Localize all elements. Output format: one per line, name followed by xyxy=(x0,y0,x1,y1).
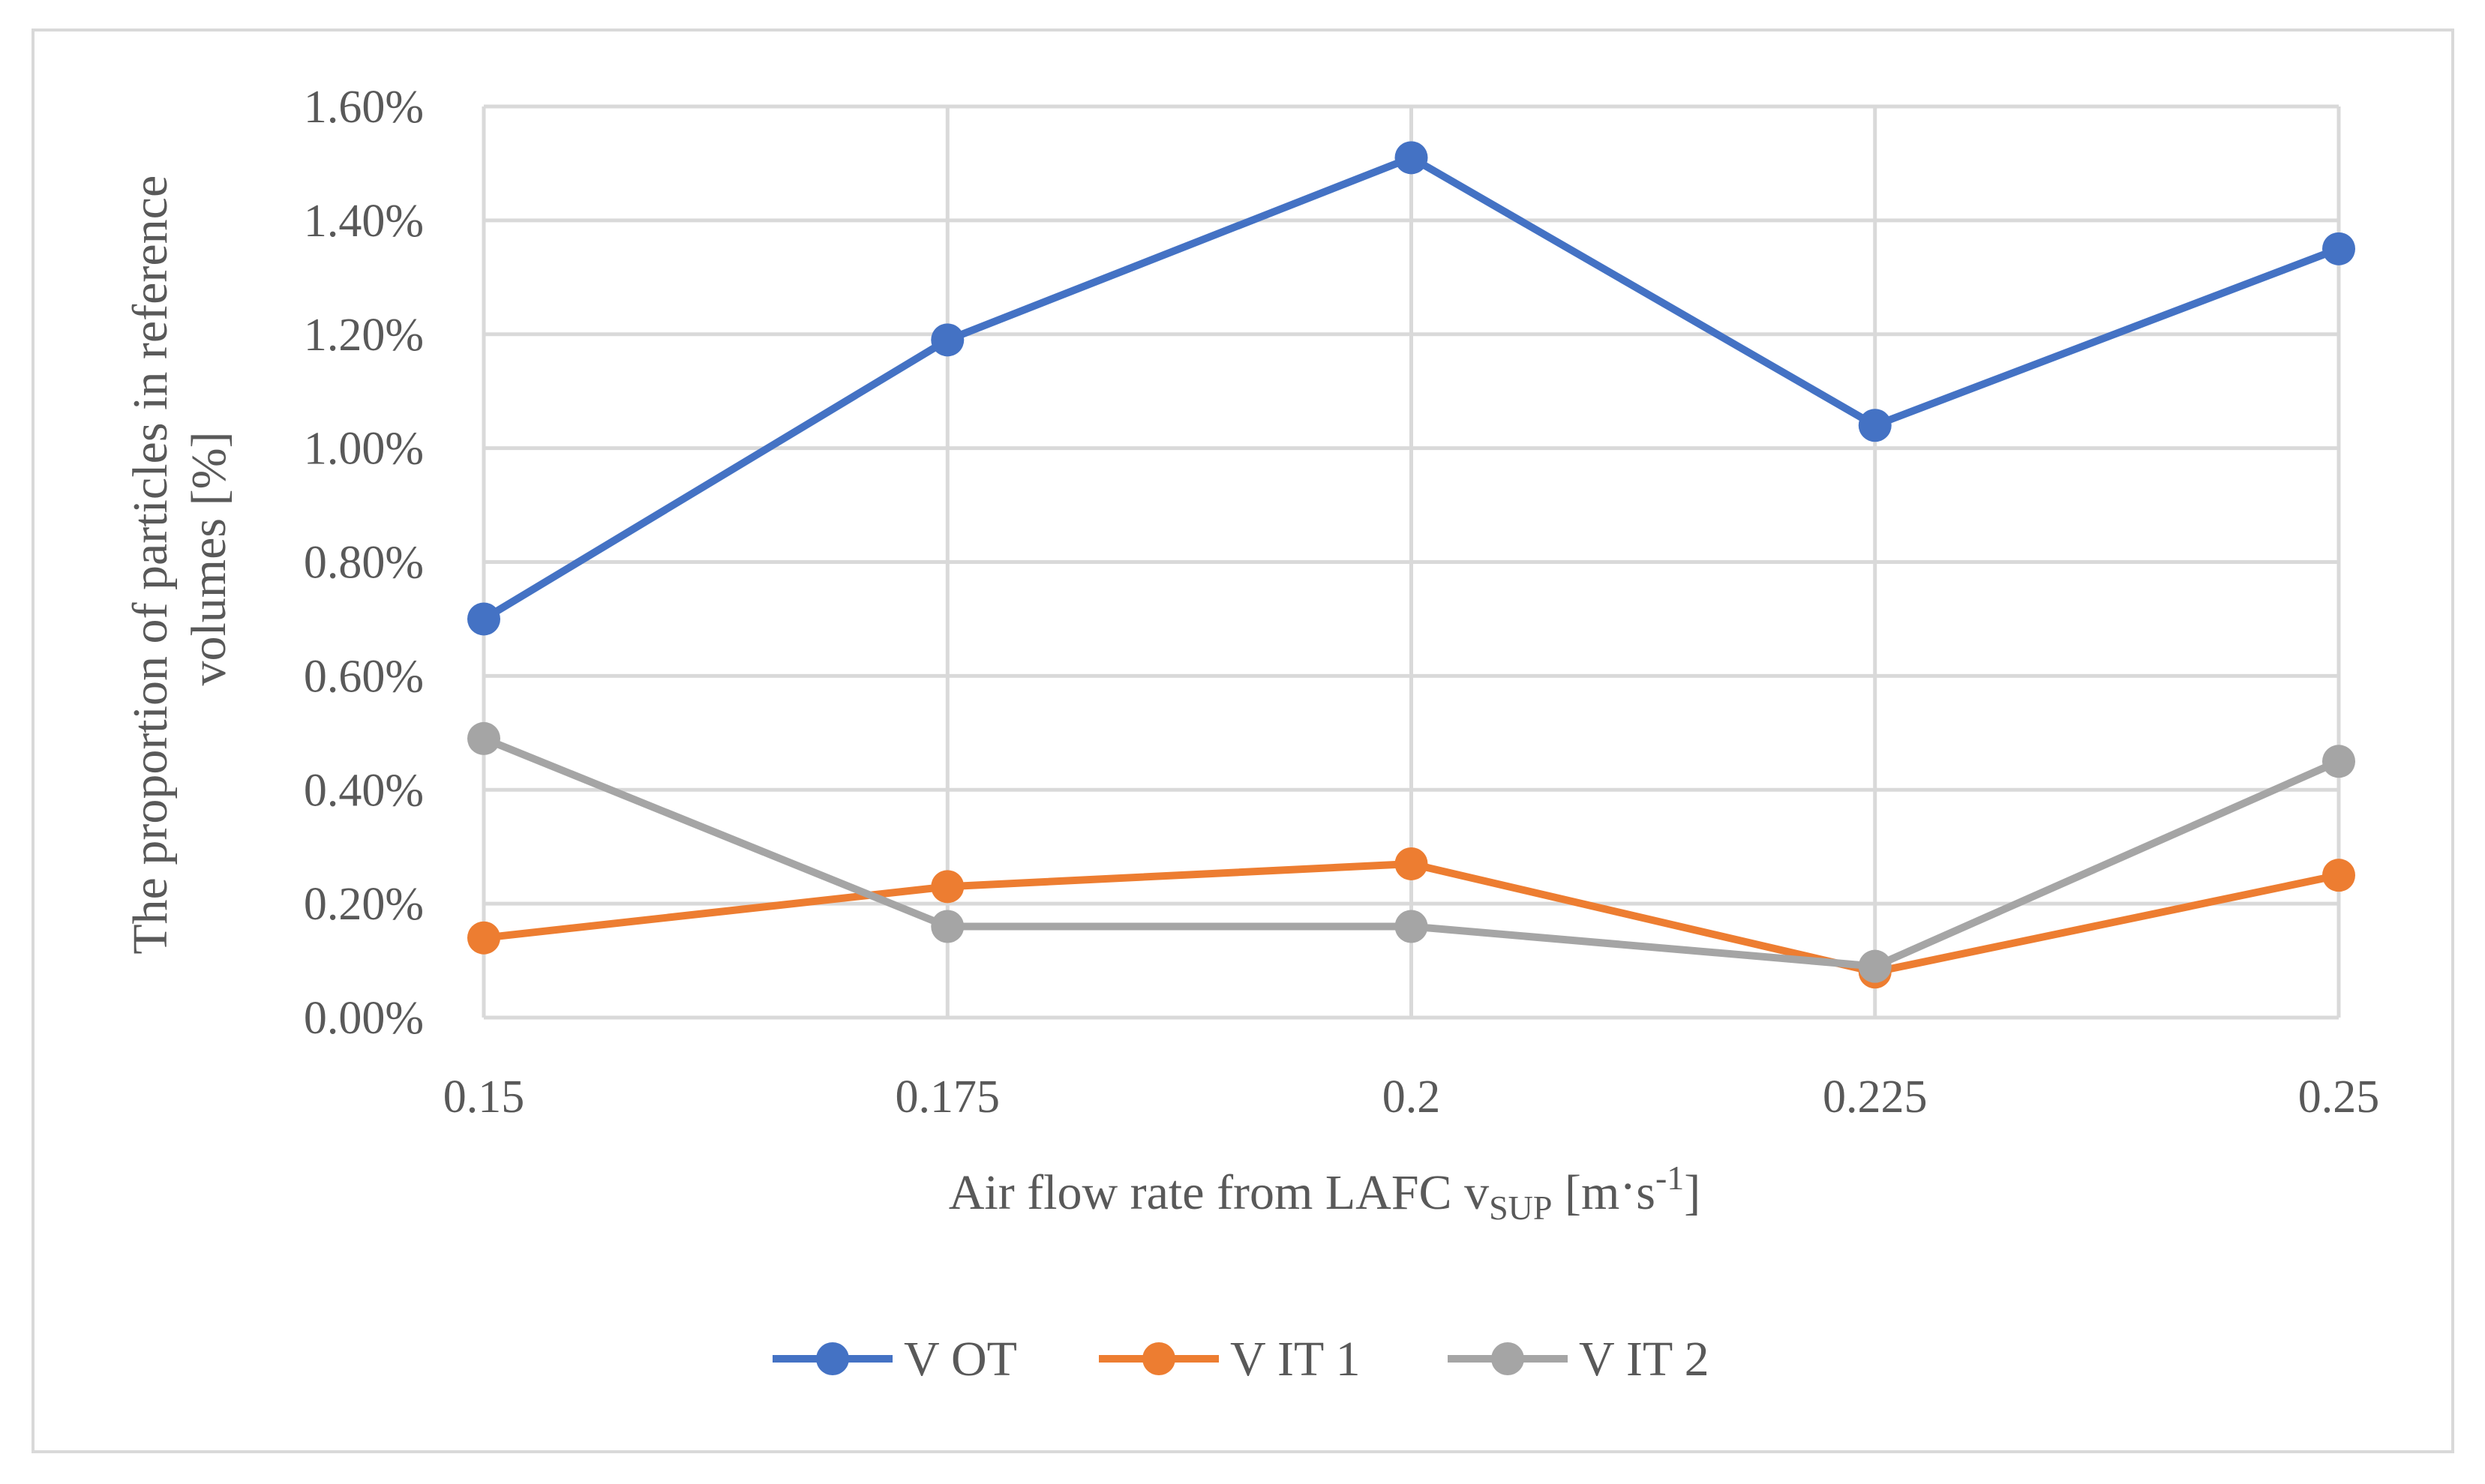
y-tick-label: 0.00% xyxy=(304,993,424,1044)
x-axis-title-suffix: ] xyxy=(1684,1165,1700,1220)
series-v-it-2 xyxy=(467,721,2355,983)
legend-marker xyxy=(1491,1342,1524,1375)
x-tick-label: 0.15 xyxy=(443,1072,525,1123)
data-point xyxy=(467,921,500,955)
x-axis-title-middle: [m xyxy=(1552,1165,1619,1220)
x-tick-label: 0.2 xyxy=(1382,1072,1441,1123)
y-tick-label: 1.40% xyxy=(304,196,424,247)
x-axis-title-middle2: s xyxy=(1636,1165,1655,1220)
y-axis-title: The proportion of particles in reference… xyxy=(123,163,236,955)
y-tick-label: 1.00% xyxy=(304,424,424,475)
data-point xyxy=(931,910,965,943)
series-v-it-1 xyxy=(467,847,2355,989)
chart-frame xyxy=(32,28,2454,1453)
x-tick-labels: 0.15 0.175 0.2 0.225 0.25 xyxy=(443,1072,2380,1123)
y-tick-label: 1.20% xyxy=(304,310,424,361)
series-v-ot xyxy=(467,141,2355,636)
series-lines xyxy=(467,141,2355,989)
legend-label: V IT 2 xyxy=(1579,1332,1709,1387)
legend-marker xyxy=(816,1342,849,1375)
legend-marker xyxy=(1142,1342,1175,1375)
y-tick-labels: 0.00% 0.20% 0.40% 0.60% 0.80% 1.00% 1.20% 1.40%… xyxy=(304,82,424,1044)
data-point xyxy=(2322,745,2355,778)
data-point xyxy=(1394,141,1428,175)
legend-item: V IT 1 xyxy=(1099,1332,1361,1387)
data-point xyxy=(931,323,965,357)
y-tick-label: 0.40% xyxy=(304,765,424,816)
x-tick-label: 0.175 xyxy=(896,1072,1001,1123)
x-tick-label: 0.25 xyxy=(2298,1072,2380,1123)
x-axis-title-prefix: Air flow rate from LAFC v xyxy=(949,1165,1489,1220)
legend-item: V IT 2 xyxy=(1448,1332,1709,1387)
y-tick-label: 0.80% xyxy=(304,538,424,589)
x-axis-title-dot: · xyxy=(1619,1159,1636,1214)
y-tick-label: 0.20% xyxy=(304,879,424,930)
legend-label: V IT 1 xyxy=(1230,1332,1361,1387)
data-point xyxy=(1394,847,1428,880)
data-point xyxy=(1858,409,1892,442)
x-axis-title-subscript: SUP xyxy=(1489,1189,1552,1227)
x-axis-title-superscript: -1 xyxy=(1655,1159,1684,1197)
legend: V OT V IT 1 V IT 2 xyxy=(773,1332,1709,1387)
data-point xyxy=(467,602,500,636)
data-point xyxy=(2322,232,2355,265)
data-point xyxy=(2322,859,2355,892)
legend-item: V OT xyxy=(773,1332,1017,1387)
y-tick-label: 1.60% xyxy=(304,82,424,133)
legend-label: V OT xyxy=(904,1332,1017,1387)
data-point xyxy=(931,870,965,904)
y-tick-label: 0.60% xyxy=(304,651,424,702)
data-point xyxy=(467,721,500,755)
x-tick-label: 0.225 xyxy=(1823,1072,1928,1123)
y-axis-title-line-2: volumes [%] xyxy=(182,431,236,685)
y-axis-title-line-1: The proportion of particles in reference xyxy=(123,175,178,955)
x-axis-title: Air flow rate from LAFC vSUP [m·s-1] xyxy=(949,1159,1701,1227)
data-point xyxy=(1394,910,1428,943)
data-point xyxy=(1858,949,1892,983)
